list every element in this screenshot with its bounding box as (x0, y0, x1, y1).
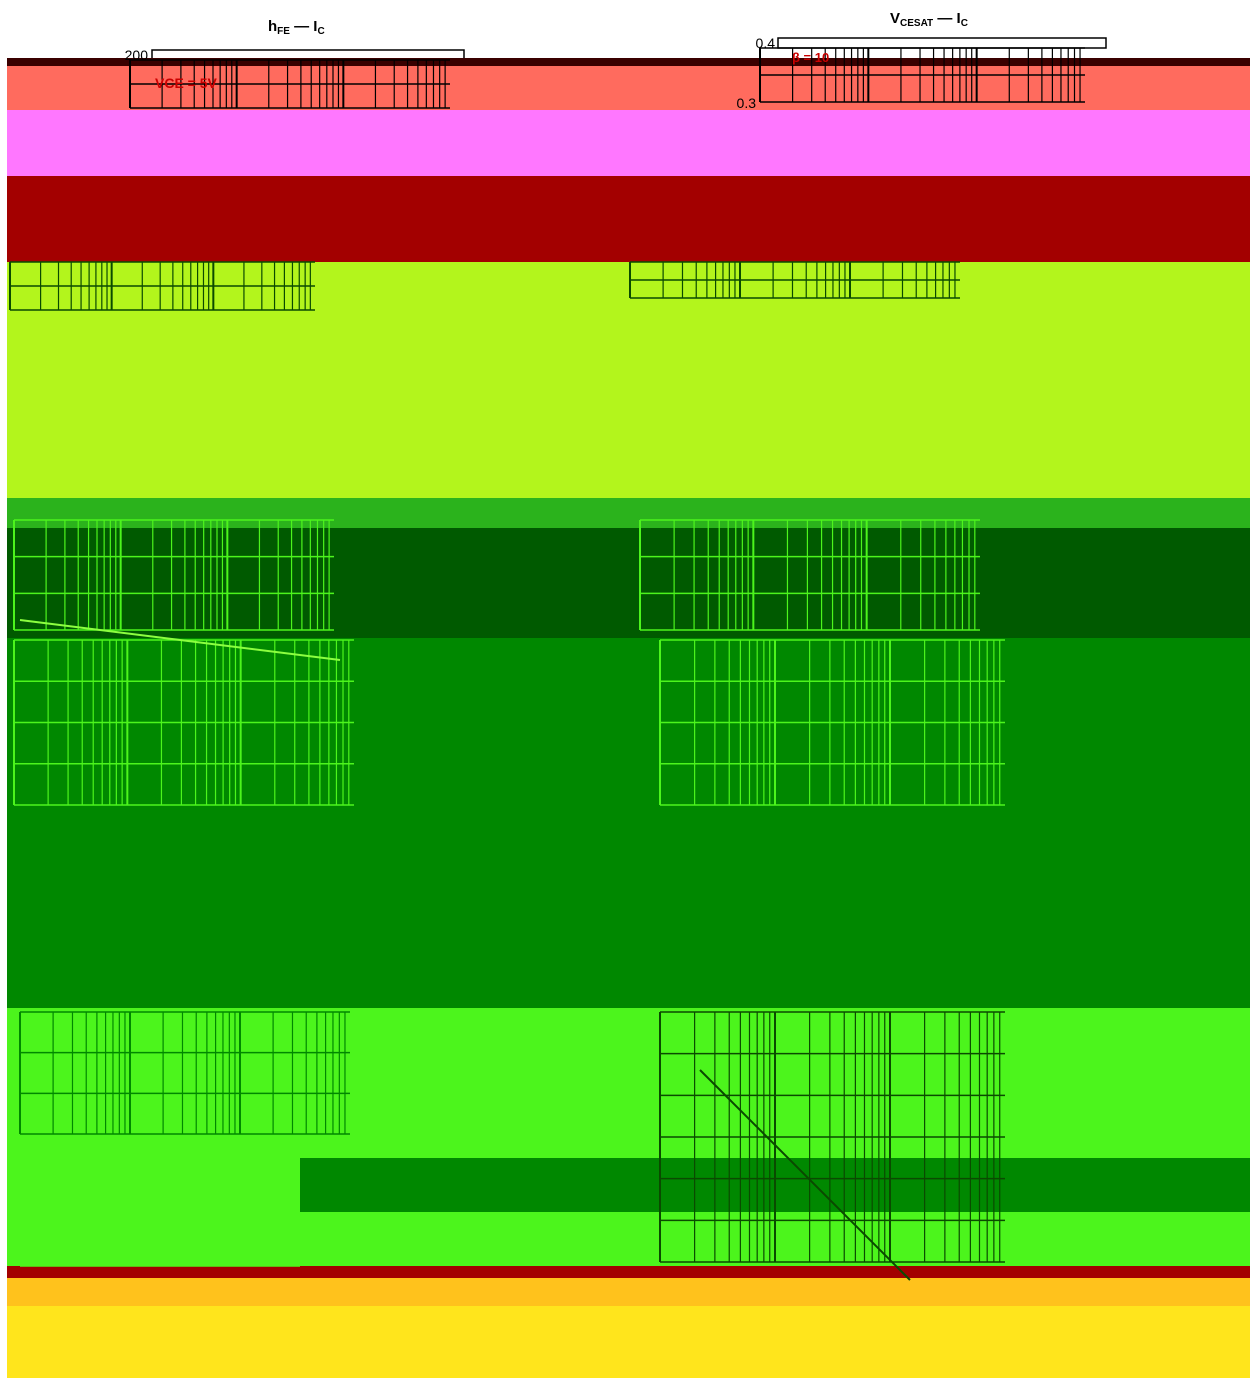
hfe-annotation-vce: VCE = 5V (155, 75, 218, 91)
band-red-stripe (7, 1266, 1250, 1278)
grid-dg-right (639, 519, 980, 631)
grid-dg-left (13, 519, 334, 631)
chart-title-hfe: hFE — IC (268, 18, 325, 37)
grid-g-right (659, 639, 1005, 806)
title-vcesat-ic-sub: C (960, 18, 968, 29)
band-yellow-green (7, 262, 1250, 498)
top-chart-frames (151, 37, 1107, 61)
hfe-ytick-200: 200 (125, 47, 149, 63)
title-hfe-ic: I (313, 18, 318, 35)
grid-bg-left (19, 1011, 350, 1135)
band-bright-green (7, 1008, 1250, 1266)
band-mid-green (7, 498, 1250, 528)
title-hfe-dash: — (294, 18, 310, 35)
vcesat-frame (777, 37, 1107, 49)
chart-title-vcesat: VCESAT — IC (890, 10, 968, 29)
title-hfe-sub: FE (277, 26, 290, 37)
title-hfe-ic-sub: C (317, 26, 325, 37)
band-dark-green (7, 528, 1250, 638)
grid-bg-left-lower (19, 1139, 300, 1267)
title-vcesat-v: V (890, 10, 901, 27)
grid-yg-left (9, 261, 315, 311)
band-green (7, 638, 1250, 1008)
band-magenta (7, 110, 1250, 176)
grid-lines (9, 47, 1085, 1267)
vcesat-annotation-beta: β = 10 (792, 50, 829, 65)
title-vcesat-ic: I (956, 10, 961, 27)
grid-vcesat-top (759, 47, 1085, 103)
band-dark-maroon (7, 58, 1250, 66)
grid-bg-right (659, 1011, 1005, 1263)
title-vcesat-dash: — (937, 10, 953, 27)
vcesat-ytick-0-3: 0.3 (737, 95, 757, 111)
band-yellow (7, 1306, 1250, 1378)
grid-yg-right (629, 261, 960, 299)
grid-hfe-top (129, 59, 450, 109)
hfe-curve (19, 619, 341, 661)
title-hfe-h: h (268, 18, 278, 35)
band-dark-red (7, 176, 1250, 262)
title-vcesat-sub: CESAT (900, 18, 934, 29)
lower-right-curve (699, 1069, 911, 1281)
vcesat-ytick-0-4: 0.4 (756, 35, 776, 51)
